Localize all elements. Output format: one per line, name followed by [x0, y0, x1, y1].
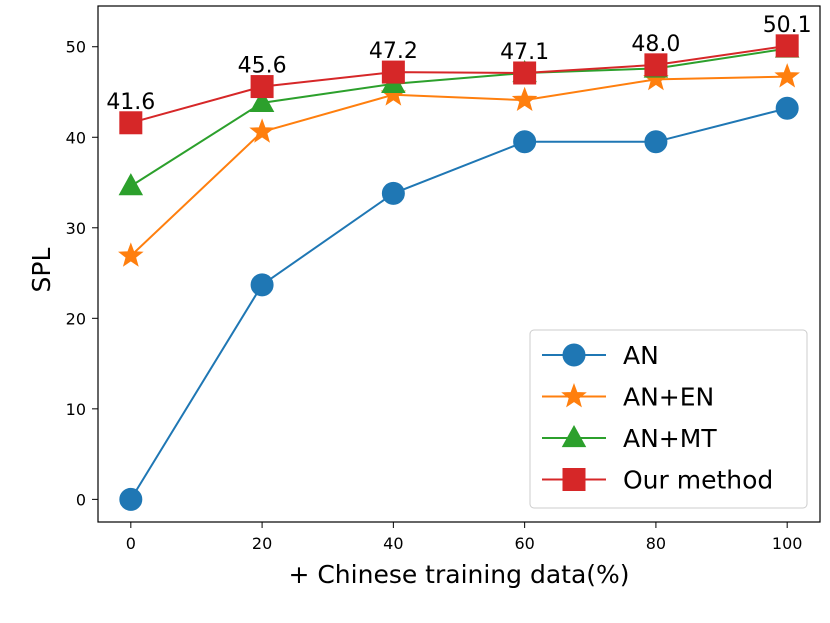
y-axis: 0 10 20 30 40 50	[66, 38, 98, 509]
data-point-our-method	[775, 34, 799, 58]
data-point-our-method	[644, 53, 668, 77]
data-label: 45.6	[238, 54, 287, 79]
legend-item-an-mt: AN+MT	[542, 424, 717, 453]
legend-marker	[561, 424, 587, 448]
data-label: 47.1	[500, 40, 549, 65]
x-tick-label: 0	[126, 534, 136, 553]
annotation-layer: 41.6 45.6 47.2 47.1 48.0 50.1	[106, 13, 811, 115]
x-tick-label: 100	[772, 534, 803, 553]
legend-box	[529, 329, 808, 509]
y-tick-label: 40	[66, 128, 86, 147]
y-tick-label: 50	[66, 38, 86, 57]
series-our-method	[119, 34, 799, 135]
data-label: 41.6	[106, 90, 155, 115]
series-an	[119, 96, 799, 511]
data-point-an-mt	[249, 89, 275, 113]
x-axis: 0 20 40 60 80 100	[126, 522, 803, 553]
legend-marker	[562, 343, 586, 367]
legend-label: AN+MT	[623, 424, 717, 453]
y-axis-label: SPL	[27, 247, 56, 292]
series-an-en	[118, 63, 800, 267]
x-axis-label: + Chinese training data(%)	[288, 560, 629, 589]
legend-label: Our method	[623, 466, 773, 495]
data-point-an	[250, 273, 274, 297]
x-tick-label: 80	[646, 534, 666, 553]
data-point-an-en	[118, 242, 144, 267]
series-line-our-method	[130, 44, 788, 124]
data-point-our-method	[513, 61, 537, 85]
legend-item-an-en: AN+EN	[542, 383, 714, 412]
y-tick-label: 0	[76, 490, 86, 509]
y-tick-label: 10	[66, 400, 86, 419]
data-point-an	[644, 130, 668, 154]
data-point-an-en	[249, 118, 275, 143]
series-line-an-en	[130, 75, 788, 257]
data-point-an	[119, 487, 143, 511]
data-label: 50.1	[763, 13, 812, 38]
data-point-an	[381, 181, 405, 205]
data-label: 47.2	[369, 39, 418, 64]
series-line-an	[129, 107, 788, 500]
legend: AN AN+EN AN+MT Our method	[529, 329, 808, 509]
data-label: 48.0	[631, 32, 680, 57]
legend-item-an: AN	[542, 341, 659, 370]
series-layer	[118, 34, 800, 511]
data-point-our-method	[381, 60, 405, 84]
legend-item-our-method: Our method	[542, 466, 773, 495]
data-point-an-mt	[118, 173, 144, 196]
data-point-an-en	[511, 86, 538, 112]
legend-label: AN	[623, 341, 659, 370]
x-tick-label: 40	[383, 534, 403, 553]
y-tick-label: 30	[66, 219, 86, 238]
series-line-an-mt	[130, 47, 788, 187]
x-tick-label: 20	[252, 534, 272, 553]
data-point-our-method	[119, 111, 143, 135]
legend-marker	[562, 468, 586, 491]
data-point-an	[775, 96, 799, 120]
legend-label: AN+EN	[623, 383, 714, 412]
y-tick-label: 20	[66, 309, 86, 328]
x-tick-label: 60	[514, 534, 534, 553]
data-point-an	[513, 130, 537, 154]
data-point-an-en	[774, 63, 800, 88]
data-point-our-method	[250, 75, 274, 99]
legend-marker	[561, 383, 587, 408]
